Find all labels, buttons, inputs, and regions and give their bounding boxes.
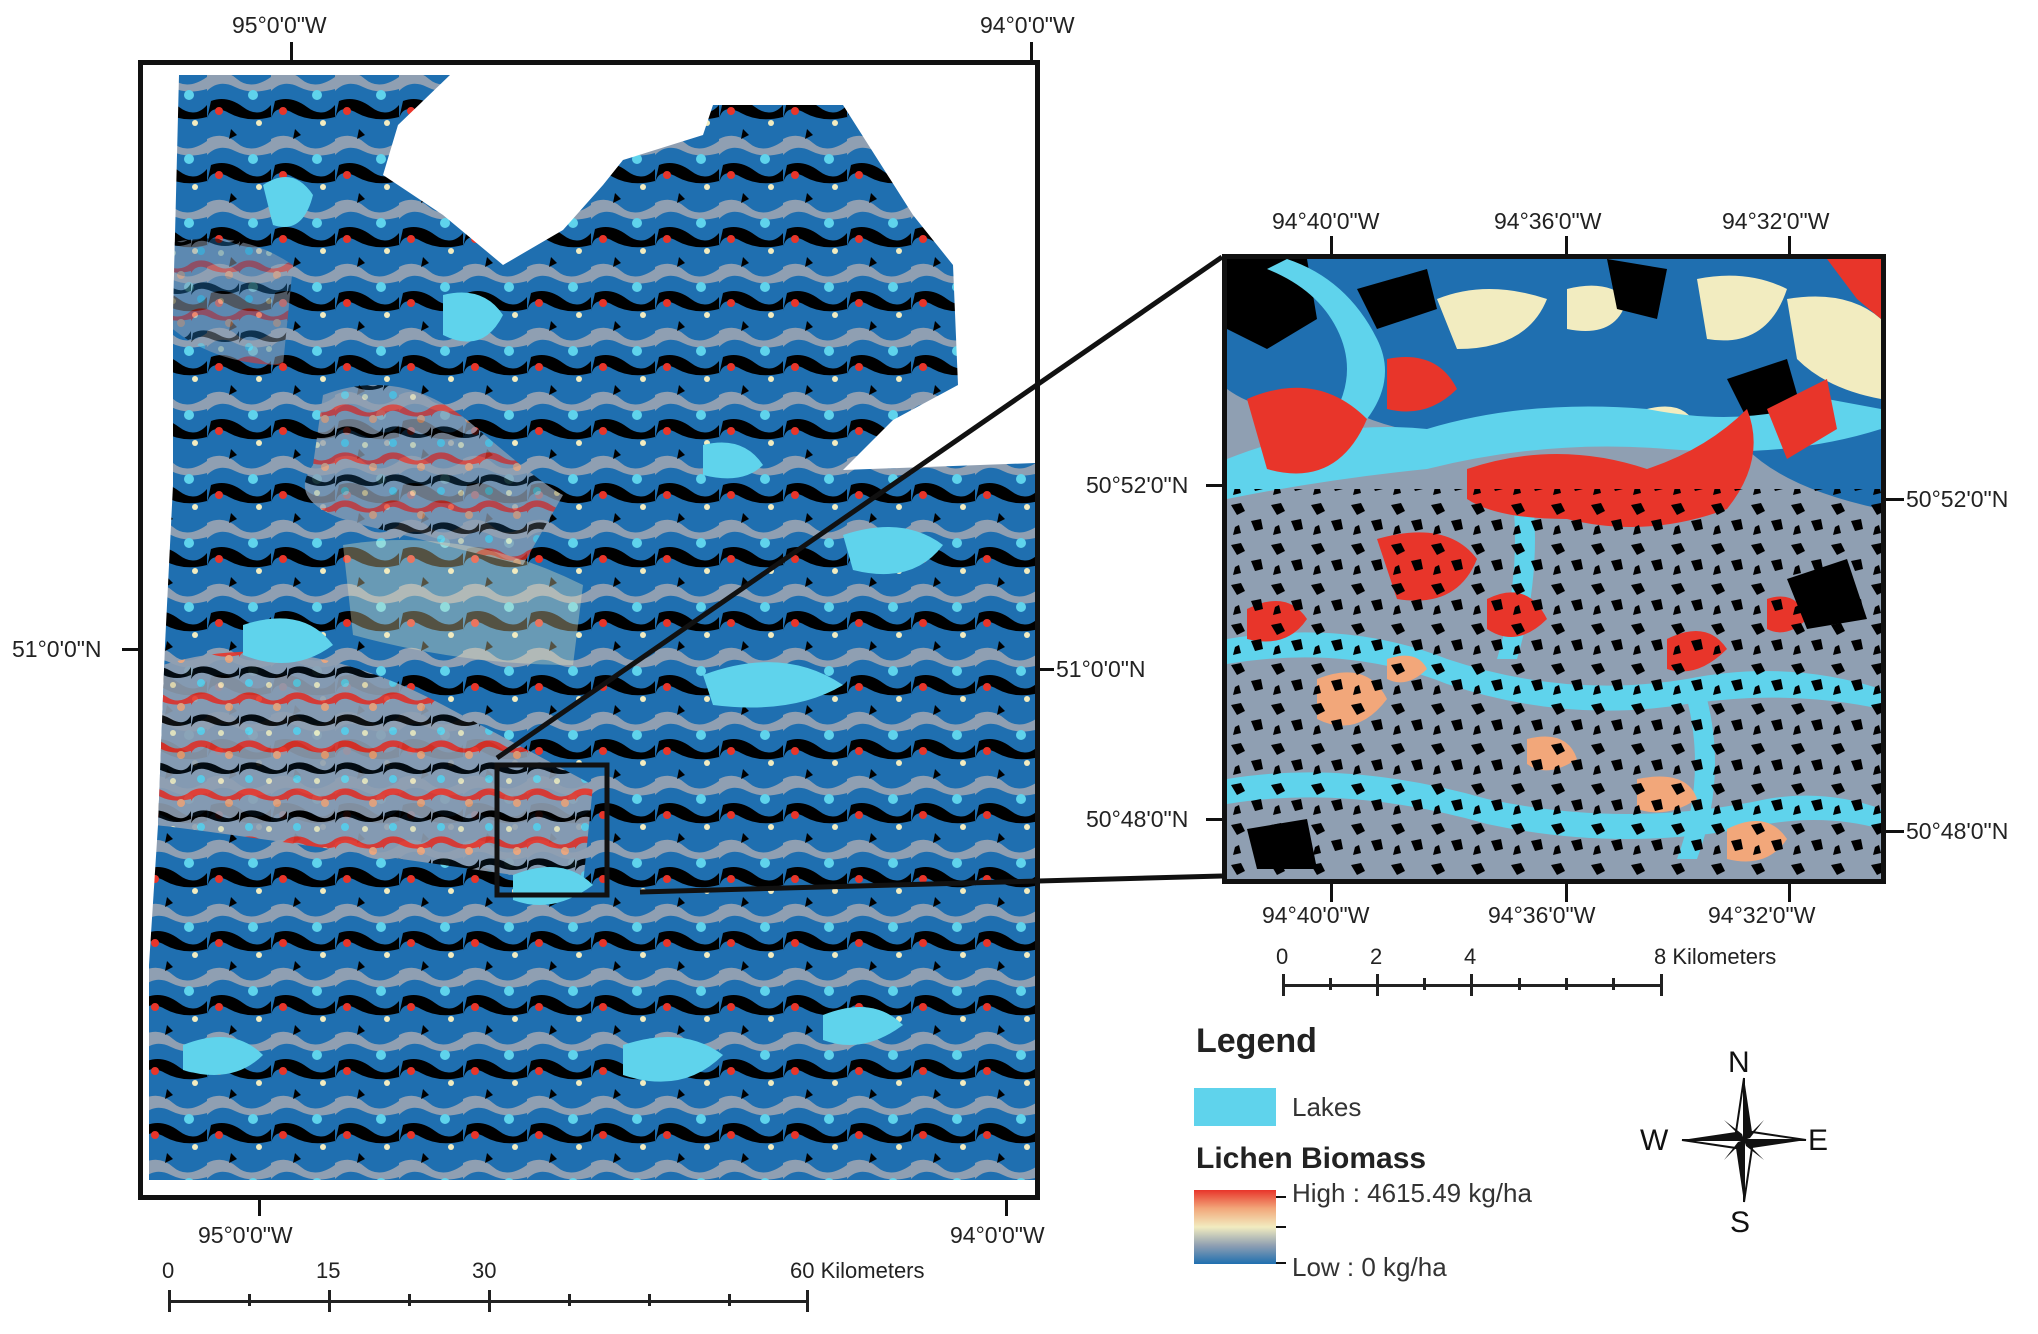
inset-scale-tick-0: 0: [1276, 944, 1289, 969]
inset-scale-tick-2: 2: [1370, 944, 1383, 969]
inset-top-lon-label-3: 94°32'0"W: [1722, 208, 1830, 234]
main-scale-tick-0: 0: [162, 1258, 175, 1283]
inset-right-lat-label-2: 50°48'0"N: [1906, 818, 2009, 844]
main-map-raster: [149, 75, 1035, 1180]
main-map-bottom-tick-1: [258, 1198, 261, 1216]
inset-map-frame: [1222, 254, 1886, 884]
compass-s-label: S: [1730, 1206, 1751, 1239]
inset-scale-tick-4: 4: [1464, 944, 1477, 969]
inset-right-lat-label-1: 50°52'0"N: [1906, 486, 2009, 512]
inset-left-lat-label-2: 50°48'0"N: [1086, 806, 1189, 832]
main-scale-tick-15: 15: [316, 1258, 341, 1283]
lakes-swatch: [1194, 1088, 1276, 1126]
main-map-bottom-lon-label-1: 95°0'0"W: [198, 1222, 293, 1248]
main-map-right-lat-label: 51°0'0"N: [1056, 656, 1146, 682]
lichen-biomass-title: Lichen Biomass: [1196, 1142, 1427, 1175]
inset-top-lon-label-1: 94°40'0"W: [1272, 208, 1380, 234]
main-map-top-tick-1: [290, 42, 293, 60]
lakes-label: Lakes: [1292, 1092, 1362, 1122]
compass-rose-icon: [1681, 1077, 1807, 1203]
inset-bottom-lon-label-2: 94°36'0"W: [1488, 902, 1596, 928]
main-map-left-lat-label: 51°0'0"N: [12, 636, 102, 662]
main-map-top-lon-label-2: 94°0'0"W: [980, 12, 1075, 38]
compass-e-label: E: [1808, 1124, 1829, 1157]
compass-n-label: N: [1728, 1046, 1750, 1079]
inset-map-raster: [1227, 259, 1881, 879]
inset-top-lon-label-2: 94°36'0"W: [1494, 208, 1602, 234]
biomass-color-ramp: [1194, 1190, 1276, 1264]
main-scale-tick-30: 30: [472, 1258, 497, 1283]
main-map-frame: [138, 60, 1040, 1200]
main-map-left-tick: [122, 648, 140, 651]
inset-bottom-lon-label-3: 94°32'0"W: [1708, 902, 1816, 928]
inset-bottom-lon-label-1: 94°40'0"W: [1262, 902, 1370, 928]
main-map-bottom-lon-label-2: 94°0'0"W: [950, 1222, 1045, 1248]
main-map-bottom-tick-2: [1005, 1198, 1008, 1216]
inset-scale-tick-8: 8 Kilometers: [1654, 944, 1777, 969]
biomass-low-label: Low : 0 kg/ha: [1292, 1252, 1447, 1282]
biomass-high-label: High : 4615.49 kg/ha: [1292, 1178, 1532, 1208]
main-scale-tick-60: 60 Kilometers: [790, 1258, 925, 1283]
legend-title: Legend: [1196, 1022, 1317, 1060]
main-map-top-lon-label-1: 95°0'0"W: [232, 12, 327, 38]
inset-left-lat-label-1: 50°52'0"N: [1086, 472, 1189, 498]
main-map-top-tick-2: [1030, 42, 1033, 60]
inset-extent-box: [494, 762, 610, 898]
compass-w-label: W: [1640, 1124, 1669, 1157]
